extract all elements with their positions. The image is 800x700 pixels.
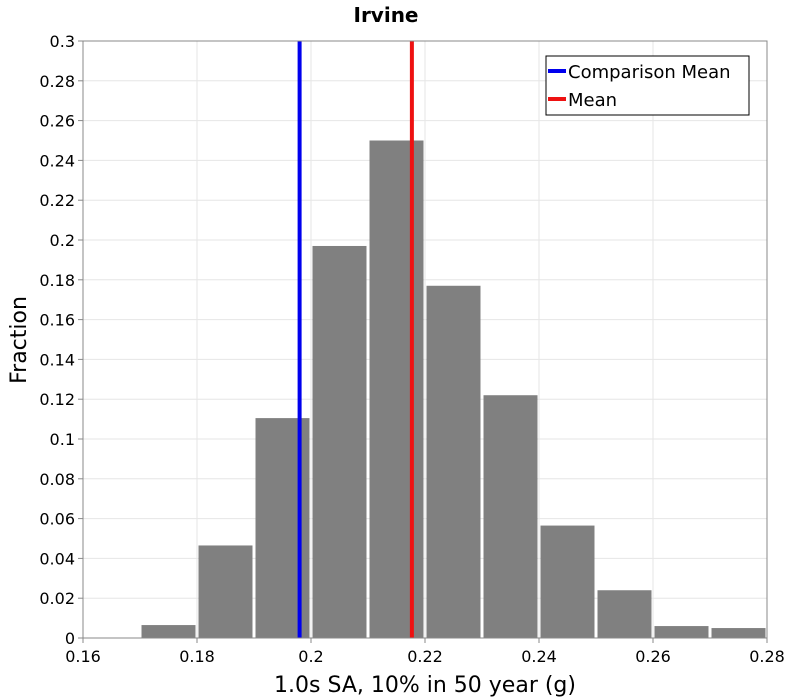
y-tick-label: 0.28 bbox=[39, 72, 75, 91]
y-tick-label: 0.1 bbox=[50, 430, 75, 449]
grid-lines bbox=[82, 40, 768, 639]
x-axis-ticks: 0.16 0.18 0.2 0.22 0.24 0.26 0.28 bbox=[65, 638, 785, 666]
x-tick-label: 0.24 bbox=[521, 647, 557, 666]
legend-box bbox=[545, 55, 750, 116]
x-tick-label: 0.26 bbox=[635, 647, 671, 666]
histogram-bar bbox=[711, 628, 766, 638]
y-tick-label: 0.02 bbox=[39, 589, 75, 608]
histogram-bar bbox=[198, 545, 253, 638]
histogram-bar bbox=[654, 626, 709, 638]
mean-lines bbox=[297, 41, 414, 638]
y-tick-label: 0.14 bbox=[39, 350, 75, 369]
y-tick-label: 0.24 bbox=[39, 151, 75, 170]
histogram-bar bbox=[483, 395, 538, 638]
x-tick-label: 0.2 bbox=[298, 647, 323, 666]
y-tick-label: 0.22 bbox=[39, 191, 75, 210]
histogram-bar bbox=[597, 590, 652, 638]
y-tick-label: 0.12 bbox=[39, 390, 75, 409]
x-tick-label: 0.22 bbox=[407, 647, 443, 666]
y-tick-label: 0.08 bbox=[39, 470, 75, 489]
legend: Comparison Mean Mean bbox=[545, 55, 750, 116]
legend-label: Mean bbox=[568, 90, 617, 111]
y-tick-label: 0.04 bbox=[39, 549, 75, 568]
y-tick-label: 0.18 bbox=[39, 271, 75, 290]
y-axis-ticks: 0 0.02 0.04 0.06 0.08 0.1 0.12 0.14 0.16 0.18 0.2 0… bbox=[39, 32, 83, 648]
chart-title: Irvine bbox=[354, 3, 419, 27]
x-tick-label: 0.28 bbox=[749, 647, 785, 666]
y-axis-label: Fraction bbox=[7, 296, 32, 384]
y-tick-label: 0.26 bbox=[39, 112, 75, 131]
x-tick-label: 0.16 bbox=[65, 647, 101, 666]
histogram-bar bbox=[369, 140, 424, 638]
y-tick-label: 0.2 bbox=[50, 231, 75, 250]
histogram-bar bbox=[426, 285, 481, 638]
x-tick-label: 0.18 bbox=[179, 647, 215, 666]
histogram-bar bbox=[141, 625, 196, 638]
histogram-bar bbox=[540, 525, 595, 638]
y-tick-label: 0.06 bbox=[39, 510, 75, 529]
y-tick-label: 0.16 bbox=[39, 311, 75, 330]
y-tick-label: 0 bbox=[65, 629, 75, 648]
y-tick-label: 0.3 bbox=[50, 32, 75, 51]
x-axis-label: 1.0s SA, 10% in 50 year (g) bbox=[274, 673, 576, 698]
histogram-bar bbox=[312, 245, 367, 638]
legend-label: Comparison Mean bbox=[568, 62, 731, 83]
histogram-bars bbox=[141, 140, 766, 638]
